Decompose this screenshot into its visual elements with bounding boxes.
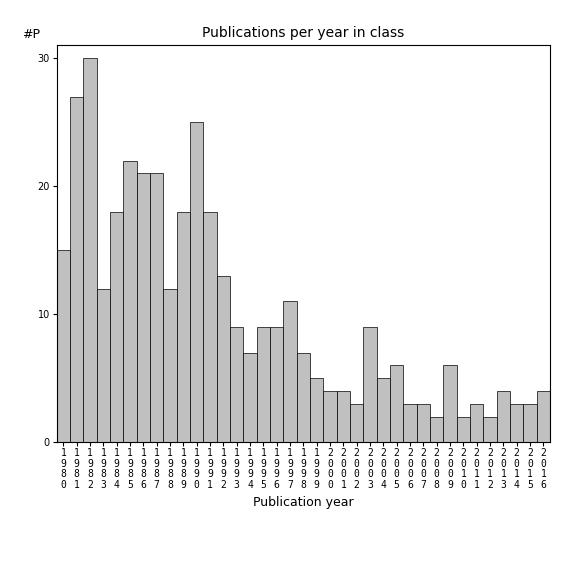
- Bar: [470, 404, 483, 442]
- Bar: [70, 96, 83, 442]
- Bar: [310, 378, 323, 442]
- Bar: [376, 378, 390, 442]
- Bar: [230, 327, 243, 442]
- Bar: [363, 327, 376, 442]
- Bar: [430, 417, 443, 442]
- Bar: [456, 417, 470, 442]
- Bar: [297, 353, 310, 442]
- Bar: [124, 160, 137, 442]
- Title: Publications per year in class: Publications per year in class: [202, 26, 404, 40]
- Bar: [137, 174, 150, 442]
- Bar: [243, 353, 257, 442]
- Bar: [57, 250, 70, 442]
- Bar: [350, 404, 363, 442]
- Bar: [177, 212, 190, 442]
- Bar: [284, 302, 297, 442]
- Bar: [190, 122, 204, 442]
- Bar: [443, 366, 456, 442]
- Bar: [390, 366, 403, 442]
- Text: #P: #P: [22, 28, 40, 41]
- Bar: [97, 289, 110, 442]
- Bar: [270, 327, 284, 442]
- Bar: [83, 58, 97, 442]
- X-axis label: Publication year: Publication year: [253, 496, 354, 509]
- Bar: [323, 391, 337, 442]
- Bar: [417, 404, 430, 442]
- Bar: [110, 212, 124, 442]
- Bar: [257, 327, 270, 442]
- Bar: [163, 289, 177, 442]
- Bar: [204, 212, 217, 442]
- Bar: [337, 391, 350, 442]
- Bar: [510, 404, 523, 442]
- Bar: [217, 276, 230, 442]
- Bar: [497, 391, 510, 442]
- Bar: [523, 404, 536, 442]
- Bar: [483, 417, 497, 442]
- Bar: [403, 404, 417, 442]
- Bar: [150, 174, 163, 442]
- Bar: [536, 391, 550, 442]
